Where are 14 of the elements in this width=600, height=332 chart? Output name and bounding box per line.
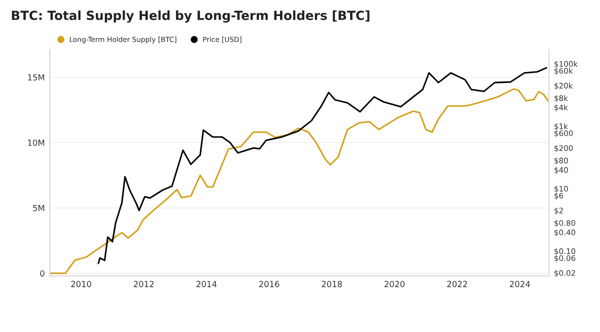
y-tick-label: 15M	[28, 74, 44, 81]
x-tick-label: 2012	[134, 280, 154, 288]
x-tick-label: 2022	[447, 280, 467, 288]
x-tick-label: 2014	[196, 280, 217, 288]
x-tick-label: 2010	[71, 280, 92, 288]
x-tick-label: 2016	[259, 280, 280, 288]
y-tick-label: 10M	[28, 140, 44, 146]
y-tick-label: 0	[40, 270, 44, 277]
x-tick-label: 2020	[384, 280, 405, 288]
chart-title: BTC: Total Supply Held by Long-Term Holders [BTC]	[12, 10, 370, 23]
x-tick-label: 2018	[322, 280, 342, 288]
line-series	[98, 67, 548, 264]
y-tick-label: 5M	[33, 205, 44, 212]
x-tick-label: 2024	[510, 280, 530, 288]
